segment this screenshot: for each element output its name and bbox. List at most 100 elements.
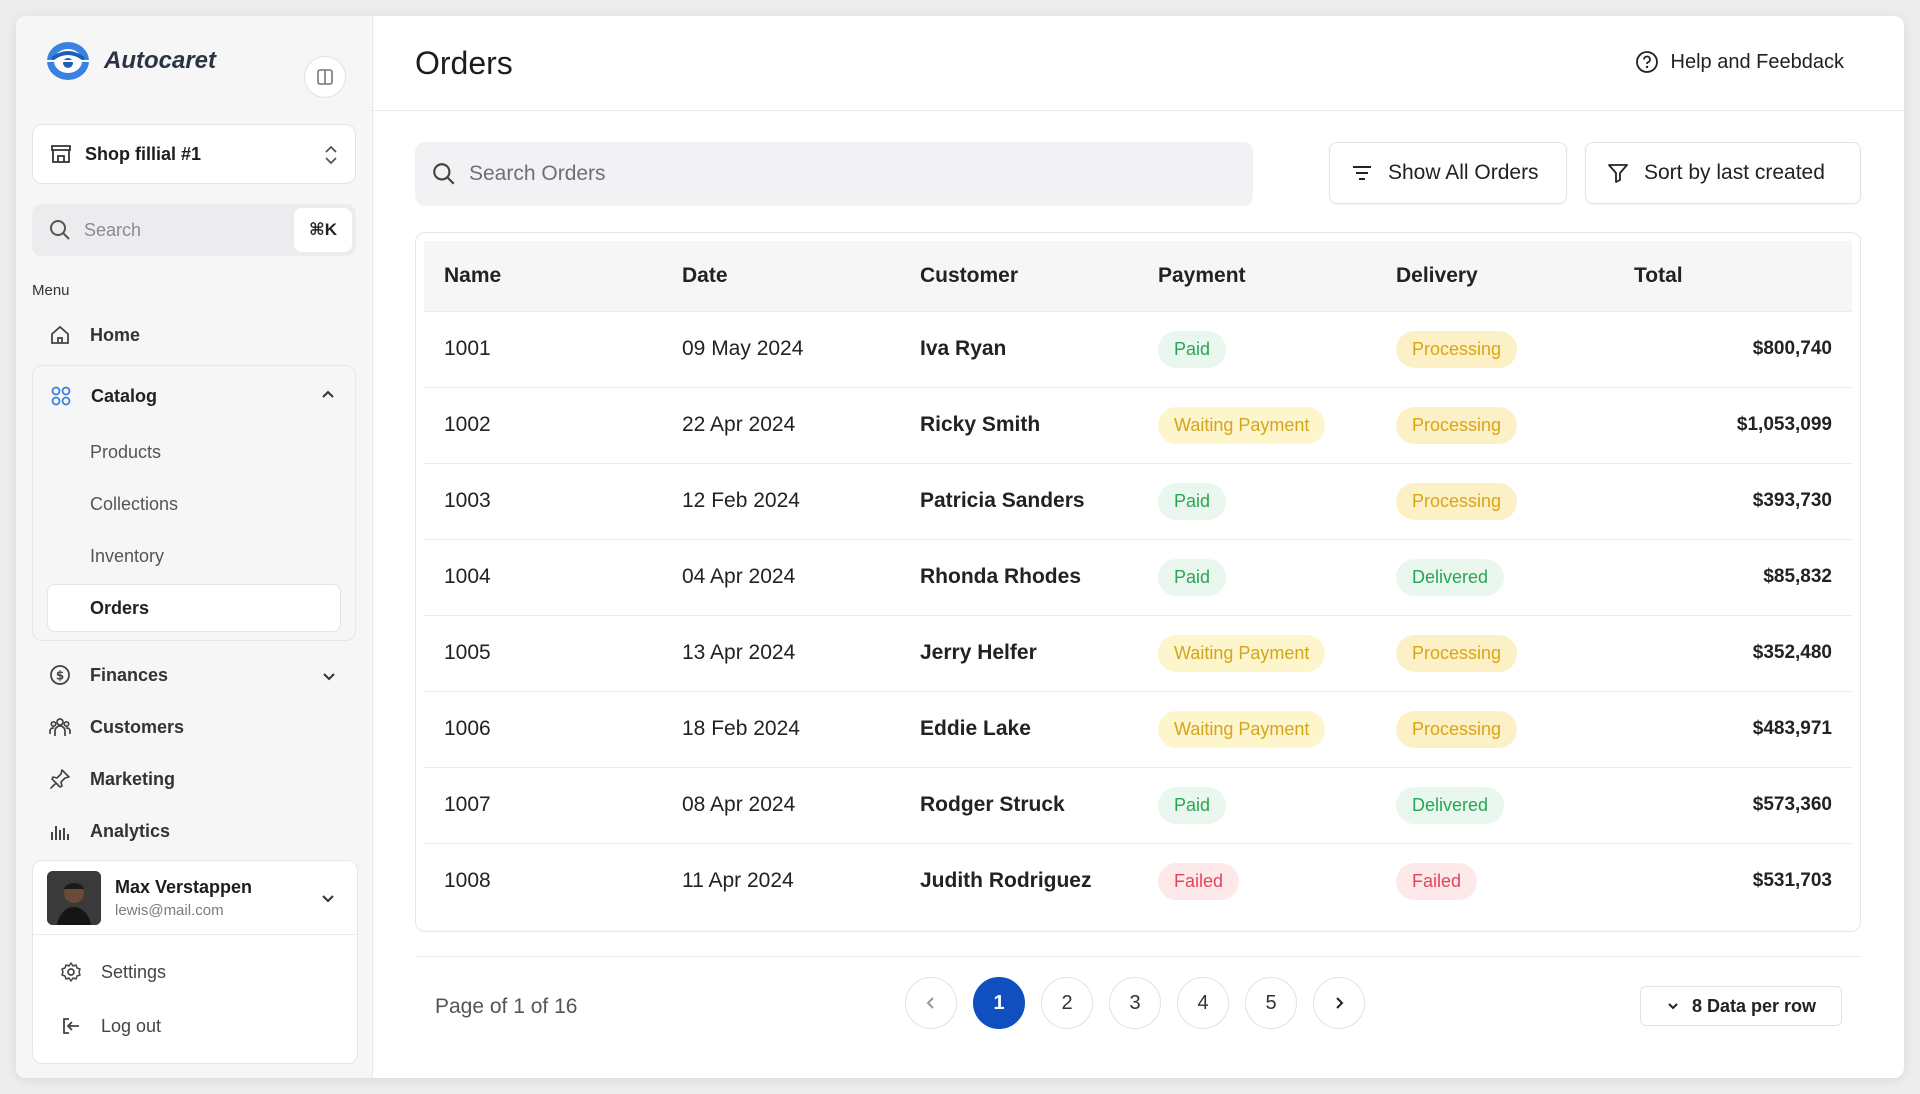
cell-order-name: 1007 [424,766,662,843]
help-button[interactable]: Help and Feebdack [1635,50,1844,74]
cell-date: 13 Apr 2024 [662,614,900,691]
delivery-status-badge: Delivered [1396,558,1505,596]
delivery-status-badge: Processing [1396,330,1518,368]
sidebar-item-finances[interactable]: $ Finances [32,649,356,701]
payment-status-badge: Failed [1158,862,1240,900]
cell-date: 04 Apr 2024 [662,538,900,615]
sidebar-item-home[interactable]: Home [32,309,356,361]
payment-status-badge: Waiting Payment [1158,634,1326,672]
sort-button[interactable]: Sort by last created [1585,142,1861,204]
help-label: Help and Feebdack [1670,50,1844,73]
sidebar-item-catalog[interactable]: Catalog [33,366,355,426]
cell-customer: Jerry Helfer [900,614,1138,691]
payment-status-badge: Paid [1158,558,1227,596]
avatar [47,870,101,925]
chevron-down-icon [322,895,334,903]
search-icon [50,220,70,240]
sidebar-item-customers[interactable]: Customers [32,701,356,753]
table-row[interactable]: 1001 09 May 2024 Iva Ryan Paid Processin… [424,310,1852,387]
chevron-updown-icon [325,145,337,165]
shop-selector[interactable]: Shop fillial #1 [32,124,356,184]
prev-page-button[interactable] [905,977,957,1029]
column-header-total[interactable]: Total [1634,263,1683,287]
main-content: Orders Help and Feebdack Search Orders S… [373,16,1904,1078]
sidebar-item-products[interactable]: Products [90,441,162,462]
table-row[interactable]: 1004 04 Apr 2024 Rhonda Rhodes Paid Deli… [424,538,1852,615]
cell-payment: Waiting Payment [1138,690,1376,767]
sidebar-item-label: Home [90,324,141,345]
brand[interactable]: Autocaret [32,16,356,106]
sort-label: Sort by last created [1644,161,1825,184]
brand-name: Autocaret [104,47,217,74]
cell-order-name: 1002 [424,386,662,463]
cell-delivery: Failed [1376,842,1614,919]
bar-chart-icon [48,819,72,843]
logout-label: Log out [101,1015,162,1036]
rows-per-page-select[interactable]: 8 Data per row [1640,986,1842,1026]
settings-label: Settings [101,961,167,982]
page-info: Page of 1 of 16 [435,995,578,1018]
cell-total: $800,740 [1614,310,1852,387]
column-header-payment[interactable]: Payment [1158,263,1246,287]
column-header-name[interactable]: Name [444,263,502,287]
column-header-date[interactable]: Date [682,263,728,287]
next-page-button[interactable] [1313,977,1365,1029]
column-header-customer[interactable]: Customer [920,263,1019,287]
sidebar-item-inventory[interactable]: Inventory [90,545,165,566]
page-title: Orders [415,44,513,81]
column-header-delivery[interactable]: Delivery [1396,263,1478,287]
cell-payment: Paid [1138,766,1376,843]
delivery-status-badge: Processing [1396,406,1518,444]
page-button-1[interactable]: 1 [973,977,1025,1029]
chevron-up-icon [322,390,334,398]
toolbar: Search Orders Show All Orders Sort by la… [415,142,1862,206]
table-row[interactable]: 1008 11 Apr 2024 Judith Rodriguez Failed… [424,842,1852,919]
delivery-status-badge: Processing [1396,482,1518,520]
page-button-4[interactable]: 4 [1177,977,1229,1029]
users-icon [48,715,72,739]
table-row[interactable]: 1003 12 Feb 2024 Patricia Sanders Paid P… [424,462,1852,539]
cell-order-name: 1004 [424,538,662,615]
cell-total: $85,832 [1614,538,1852,615]
settings-button[interactable]: Settings [33,945,357,999]
table-row[interactable]: 1002 22 Apr 2024 Ricky Smith Waiting Pay… [424,386,1852,463]
sidebar-item-collections[interactable]: Collections [90,493,179,514]
collapse-sidebar-button[interactable] [304,56,346,98]
cell-total: $393,730 [1614,462,1852,539]
chevron-down-icon [1666,999,1680,1013]
svg-text:$: $ [56,669,64,683]
show-all-orders-button[interactable]: Show All Orders [1329,142,1567,204]
rows-per-page-label: 8 Data per row [1691,995,1817,1016]
cell-total: $352,480 [1614,614,1852,691]
user-menu[interactable]: Max Verstappen lewis@mail.com [33,861,357,935]
page-button-5[interactable]: 5 [1245,977,1297,1029]
delivery-status-badge: Failed [1396,862,1478,900]
sidebar-item-marketing[interactable]: Marketing [32,753,356,805]
sidebar-item-label: Catalog [91,385,158,406]
gear-icon [59,961,83,983]
table-header-row: Name Date Customer Payment Delivery Tota… [424,241,1852,311]
chevron-down-icon [323,673,335,681]
cell-order-name: 1003 [424,462,662,539]
cell-delivery: Delivered [1376,538,1614,615]
table-row[interactable]: 1006 18 Feb 2024 Eddie Lake Waiting Paym… [424,690,1852,767]
page-button-2[interactable]: 2 [1041,977,1093,1029]
search-orders-input[interactable]: Search Orders [415,142,1253,206]
cell-customer: Eddie Lake [900,690,1138,767]
logout-button[interactable]: Log out [33,999,357,1053]
orders-table: Name Date Customer Payment Delivery Tota… [424,241,1852,919]
sidebar-item-label: Customers [90,716,185,737]
cell-date: 18 Feb 2024 [662,690,900,767]
cell-customer: Patricia Sanders [900,462,1138,539]
shop-name: Shop fillial #1 [85,143,202,164]
user-card: Max Verstappen lewis@mail.com Settings L… [32,860,358,1064]
table-row[interactable]: 1005 13 Apr 2024 Jerry Helfer Waiting Pa… [424,614,1852,691]
catalog-group: Catalog Products Collections Inventory O… [32,365,356,641]
table-row[interactable]: 1007 08 Apr 2024 Rodger Struck Paid Deli… [424,766,1852,843]
page-button-3[interactable]: 3 [1109,977,1161,1029]
chevron-left-icon [926,997,934,1009]
sidebar-item-orders[interactable]: Orders [47,584,341,632]
sidebar-item-analytics[interactable]: Analytics [32,805,356,857]
payment-status-badge: Paid [1158,786,1227,824]
sidebar-search[interactable]: Search ⌘K [32,204,356,256]
